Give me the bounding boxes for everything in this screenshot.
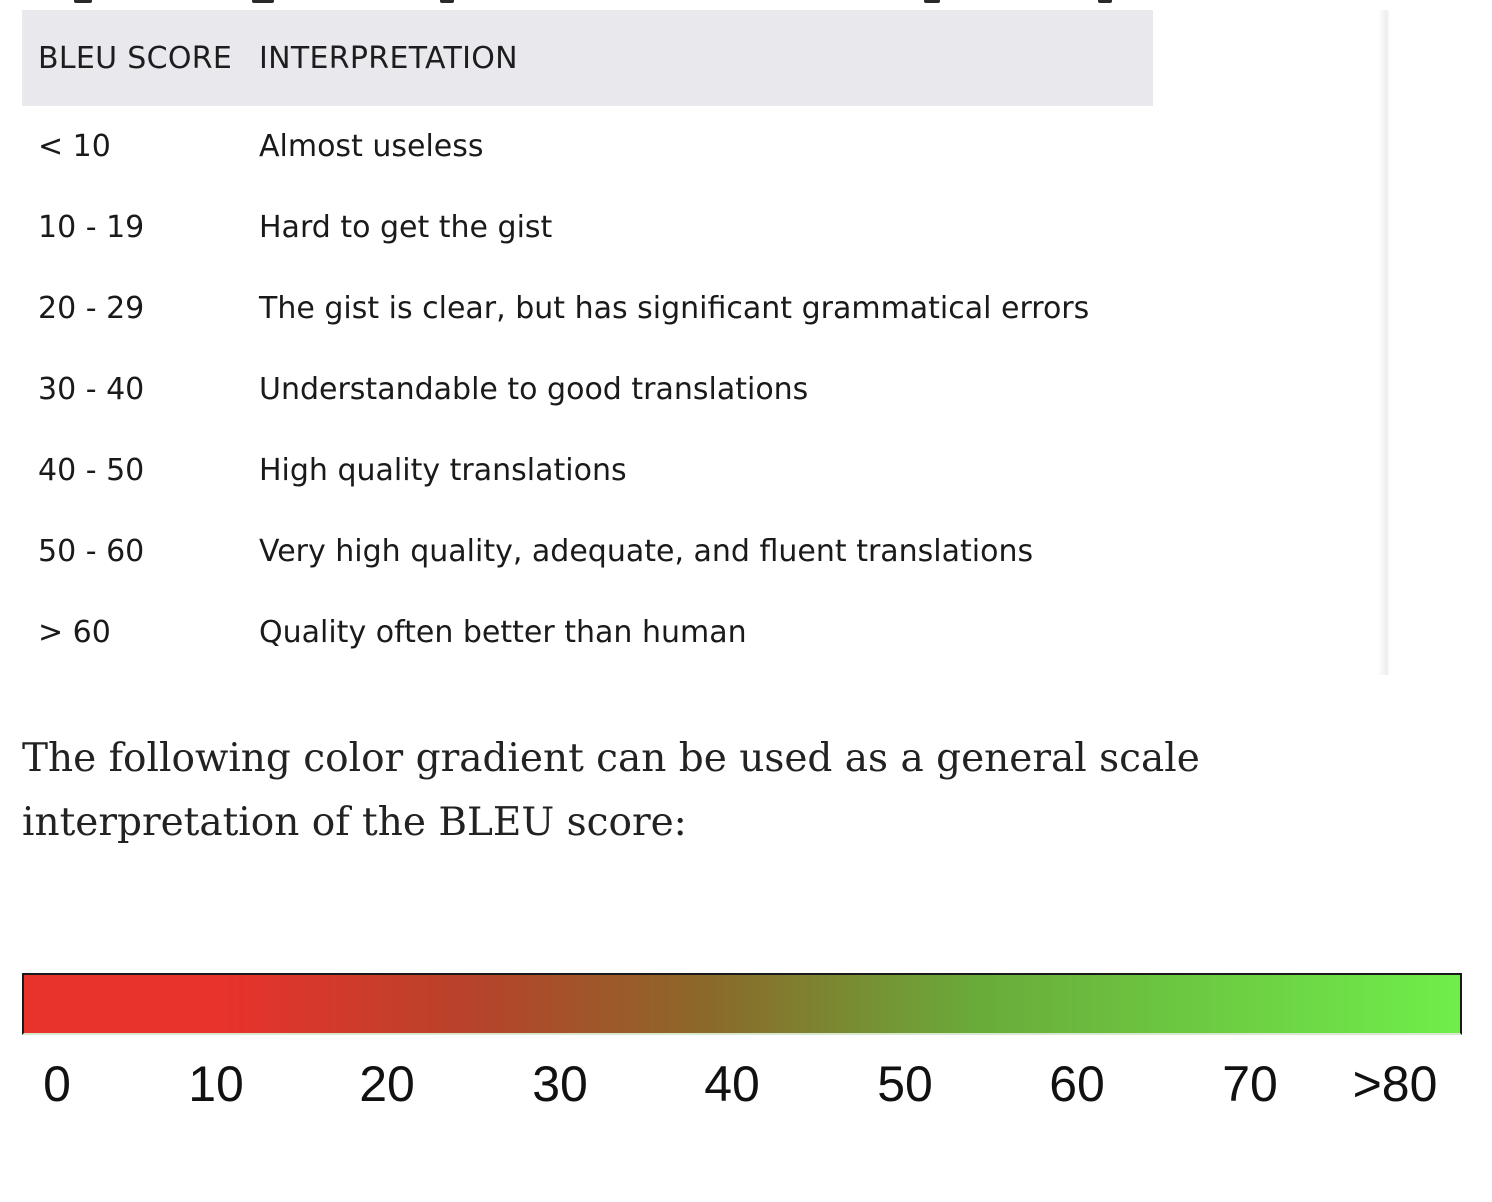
table-row: 30 - 40 Understandable to good translati… <box>22 349 1153 430</box>
panel-edge-shadow <box>1378 10 1390 675</box>
table-row: 10 - 19 Hard to get the gist <box>22 187 1153 268</box>
table-row: 40 - 50 High quality translations <box>22 430 1153 511</box>
score-cell: 40 - 50 <box>38 453 145 488</box>
interpretation-cell: High quality translations <box>259 453 627 488</box>
bleu-interpretation-table: BLEU SCORE INTERPRETATION < 10 Almost us… <box>22 10 1153 673</box>
scale-label-60: 60 <box>1049 1056 1105 1112</box>
table-row: < 10 Almost useless <box>22 106 1153 187</box>
table-row: 50 - 60 Very high quality, adequate, and… <box>22 511 1153 592</box>
clipped-previous-text <box>22 0 1153 6</box>
scale-label-0: 0 <box>43 1056 71 1112</box>
scale-label-20: 20 <box>359 1056 415 1112</box>
scale-label-80-plus: >80 <box>1352 1056 1438 1112</box>
interpretation-cell: The gist is clear, but has significant g… <box>259 291 1090 326</box>
header-bleu-score: BLEU SCORE <box>22 10 243 106</box>
scale-label-70: 70 <box>1222 1056 1278 1112</box>
scale-label-10: 10 <box>188 1056 244 1112</box>
table-row: 20 - 29 The gist is clear, but has signi… <box>22 268 1153 349</box>
header-interpretation: INTERPRETATION <box>243 10 1153 106</box>
scale-label-40: 40 <box>704 1056 760 1112</box>
gradient-fill <box>24 975 1460 1033</box>
score-cell: > 60 <box>38 615 111 650</box>
score-cell: < 10 <box>38 129 111 164</box>
score-cell: 10 - 19 <box>38 210 145 245</box>
bleu-color-gradient-bar <box>22 973 1462 1035</box>
gradient-intro-paragraph: The following color gradient can be used… <box>22 736 1200 845</box>
scale-label-30: 30 <box>532 1056 588 1112</box>
score-cell: 20 - 29 <box>38 291 145 326</box>
table-row: > 60 Quality often better than human <box>22 592 1153 673</box>
scale-label-50: 50 <box>877 1056 933 1112</box>
interpretation-cell: Almost useless <box>259 129 484 164</box>
score-cell: 50 - 60 <box>38 534 145 569</box>
interpretation-cell: Understandable to good translations <box>259 372 809 407</box>
interpretation-cell: Very high quality, adequate, and fluent … <box>259 534 1034 569</box>
interpretation-cell: Quality often better than human <box>259 615 747 650</box>
table-header-row: BLEU SCORE INTERPRETATION <box>22 10 1153 106</box>
interpretation-cell: Hard to get the gist <box>259 210 553 245</box>
score-cell: 30 - 40 <box>38 372 145 407</box>
